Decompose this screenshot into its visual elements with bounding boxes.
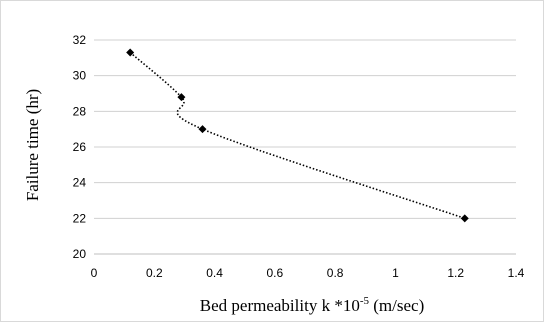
y-axis-ticks: 20 22 24 26 28 30 32 bbox=[73, 33, 87, 261]
y-tick-label: 28 bbox=[73, 104, 87, 118]
grid bbox=[94, 39, 516, 255]
x-tick-label: 0.8 bbox=[327, 266, 344, 280]
x-axis-title-main: Bed permeability k *10 bbox=[200, 296, 360, 315]
x-tick-label: 0.2 bbox=[146, 266, 163, 280]
series-line bbox=[129, 51, 466, 220]
x-tick-label: 1.2 bbox=[447, 266, 464, 280]
y-tick-label: 22 bbox=[73, 211, 87, 225]
data-point bbox=[126, 48, 135, 57]
x-axis-title-superscript: -5 bbox=[360, 295, 370, 307]
x-tick-label: 1 bbox=[392, 266, 399, 280]
x-axis-title-units: (m/sec) bbox=[369, 296, 424, 315]
x-axis-title: Bed permeability k *10-5 (m/sec) bbox=[200, 295, 424, 315]
data-point bbox=[177, 93, 186, 102]
x-tick-label: 0 bbox=[91, 266, 98, 280]
y-tick-label: 26 bbox=[73, 140, 87, 154]
x-tick-label: 0.6 bbox=[267, 266, 284, 280]
y-axis-title: Failure time (hr) bbox=[23, 89, 42, 201]
y-tick-label: 20 bbox=[73, 247, 87, 261]
y-tick-label: 32 bbox=[73, 33, 87, 47]
y-tick-label: 24 bbox=[73, 176, 87, 190]
x-tick-label: 0.4 bbox=[206, 266, 223, 280]
y-tick-label: 30 bbox=[73, 69, 87, 83]
x-tick-label: 1.4 bbox=[508, 266, 525, 280]
data-point bbox=[460, 214, 469, 223]
x-axis-ticks: 0 0.2 0.4 0.6 0.8 1 1.2 1.4 bbox=[91, 266, 525, 280]
data-point bbox=[198, 125, 207, 134]
data-points bbox=[126, 48, 469, 223]
